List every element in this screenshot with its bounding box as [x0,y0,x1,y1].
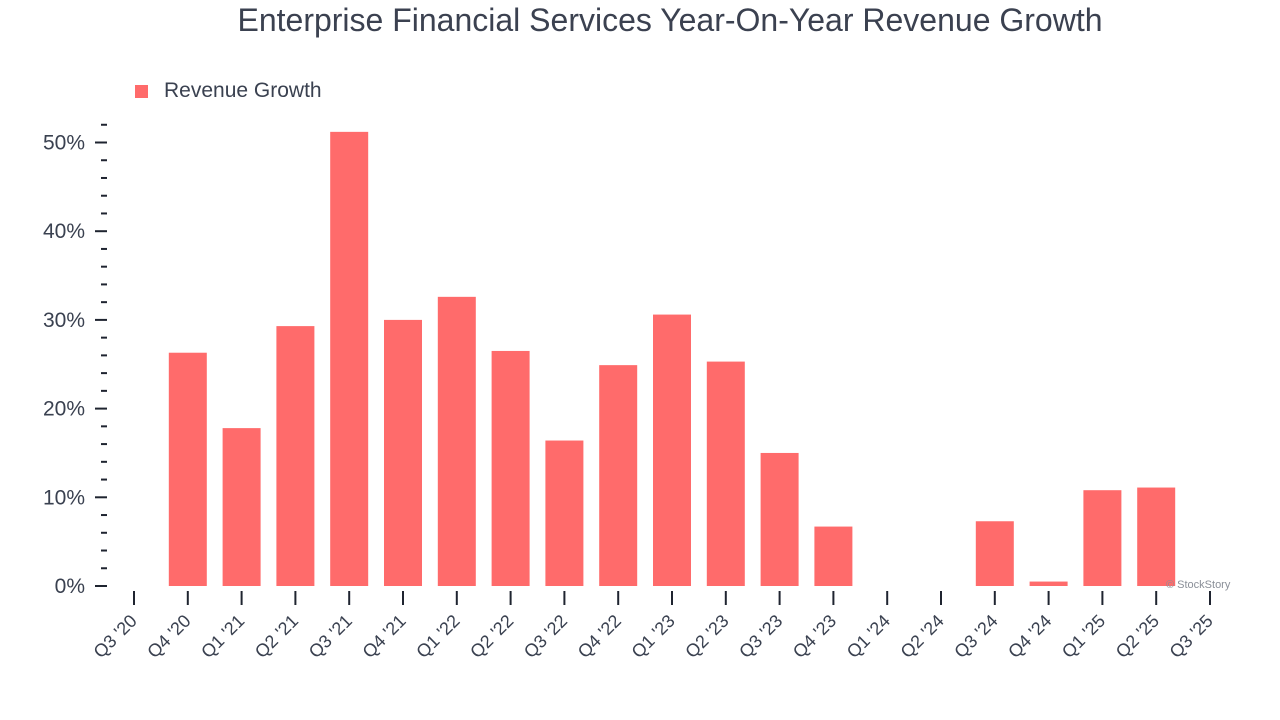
bar [1029,581,1068,586]
y-tick-label: 50% [43,132,85,155]
x-tick-label: Q1 '21 [197,611,248,662]
bar [760,452,799,586]
bar [545,440,584,586]
x-tick-label: Q1 '25 [1058,611,1109,662]
x-tick-label: Q1 '24 [843,611,894,662]
x-tick-label: Q3 '20 [90,611,141,662]
bar [975,521,1014,586]
y-axis: 0% 10% 20% 30% 40% 50% [43,123,107,598]
x-axis: Q3 '20 Q4 '20 Q1 '21 Q2 '21 Q3 '21 Q4 '21 Q1 '… [90,591,1217,662]
bar [330,131,369,586]
chart-title: Enterprise Financial Services Year-On-Ye… [237,2,1103,38]
bar [437,296,476,586]
bar [1083,490,1122,586]
x-tick-label: Q4 '21 [359,611,410,662]
bar [599,365,638,586]
watermark: © StockStory [1166,579,1231,591]
x-tick-label: Q1 '23 [628,611,679,662]
bar [222,428,261,586]
bar [491,350,530,586]
x-tick-label: Q3 '22 [520,611,571,662]
bars [168,131,1176,586]
x-tick-label: Q3 '24 [950,611,1001,662]
y-tick-label: 40% [43,220,85,243]
legend-label: Revenue Growth [164,79,322,102]
bar [168,352,207,586]
bar [706,361,745,586]
x-tick-label: Q4 '22 [574,611,625,662]
x-tick-label: Q4 '20 [143,611,194,662]
x-tick-label: Q3 '25 [1166,611,1217,662]
y-tick-label: 10% [43,486,85,509]
x-tick-label: Q3 '23 [735,611,786,662]
x-tick-label: Q2 '25 [1112,611,1163,662]
bar [653,314,691,586]
x-tick-label: Q2 '23 [681,611,732,662]
y-tick-label: 0% [55,575,85,598]
x-tick-label: Q4 '24 [1004,611,1055,662]
bar [384,319,422,586]
x-tick-label: Q1 '22 [412,611,463,662]
x-tick-label: Q4 '23 [789,611,840,662]
bar [814,526,853,586]
x-tick-label: Q3 '21 [305,611,356,662]
legend-swatch [135,84,148,98]
y-tick-label: 30% [43,309,85,332]
legend: Revenue Growth [135,79,322,103]
bar [276,326,315,586]
x-tick-label: Q2 '21 [251,611,302,662]
x-tick-label: Q2 '24 [897,611,948,662]
x-tick-label: Q2 '22 [466,611,517,662]
bar [1137,487,1176,586]
y-tick-label: 20% [43,398,85,421]
